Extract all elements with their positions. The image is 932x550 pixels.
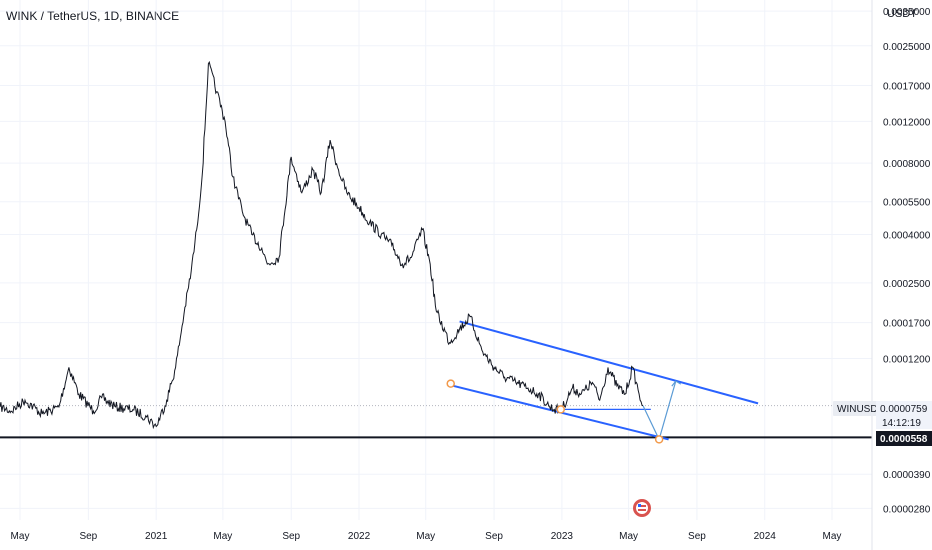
- price-tick-label: 0.0012000: [883, 117, 931, 128]
- time-tick-label: May: [619, 531, 638, 542]
- price-tick-label: 0.0005500: [883, 198, 931, 209]
- price-axis[interactable]: 0.0035000 0.0025000 0.0017000 0.0012000 0.00…: [883, 7, 931, 515]
- economic-event-flag-icon[interactable]: [633, 499, 651, 517]
- channel-upper-line[interactable]: [459, 320, 759, 405]
- chart-grid: [0, 0, 872, 520]
- price-tick-label: 0.0004000: [883, 230, 931, 241]
- time-tick-label: May: [213, 531, 232, 542]
- time-tick-label: 2022: [348, 531, 371, 542]
- time-tick-label: 2024: [754, 531, 777, 542]
- price-tick-label: 0.0001700: [883, 319, 931, 330]
- symbol-title: WINK / TetherUS, 1D, BINANCE: [6, 9, 180, 23]
- time-tick-label: May: [416, 531, 435, 542]
- price-tick-label: 0.0035000: [883, 7, 931, 18]
- price-tick-label: 0.0000390: [883, 470, 931, 481]
- current-price-box: [876, 401, 932, 416]
- countdown-label: 14:12:19: [882, 418, 921, 429]
- pivot-markers[interactable]: [446, 379, 664, 444]
- time-tick-label: Sep: [79, 531, 97, 542]
- time-tick-label: Sep: [282, 531, 300, 542]
- time-tick-label: May: [11, 531, 30, 542]
- current-price-label: 0.0000759: [880, 404, 928, 415]
- symbol-label-box: [833, 401, 877, 416]
- price-tick-label: 0.0002500: [883, 279, 931, 290]
- pivot-marker[interactable]: [446, 379, 455, 388]
- drawing-tools[interactable]: [449, 320, 759, 442]
- time-axis[interactable]: May Sep 2021 May Sep 2022 May Sep 2023 May Sep 2024…: [11, 531, 842, 542]
- time-tick-label: Sep: [485, 531, 503, 542]
- price-tick-label: 0.0008000: [883, 159, 931, 170]
- current-price-tag: WINUSDT 0.0000759 14:12:19: [833, 401, 932, 429]
- hline-price-box: [876, 431, 932, 446]
- price-tick-label: 0.0001200: [883, 354, 931, 365]
- symbol-label: WINUSDT: [837, 404, 884, 415]
- price-tick-label: 0.0000280: [883, 504, 931, 515]
- hline-price-label: 0.0000558: [880, 434, 928, 445]
- time-tick-label: 2023: [551, 531, 574, 542]
- time-tick-label: May: [823, 531, 842, 542]
- time-tick-label: Sep: [688, 531, 706, 542]
- price-tick-label: 0.0025000: [883, 42, 931, 53]
- pivot-marker[interactable]: [654, 435, 664, 444]
- time-tick-label: 2021: [145, 531, 168, 542]
- price-tick-label: 0.0017000: [883, 82, 931, 93]
- currency-unit-label[interactable]: USDT: [887, 8, 917, 20]
- countdown-box: [876, 416, 932, 429]
- pivot-marker[interactable]: [556, 405, 566, 414]
- price-series-line: [0, 60, 643, 430]
- horizontal-line-price-tag: 0.0000558: [876, 431, 932, 446]
- projection-arrowhead: [671, 380, 682, 387]
- projection-path[interactable]: [642, 380, 677, 442]
